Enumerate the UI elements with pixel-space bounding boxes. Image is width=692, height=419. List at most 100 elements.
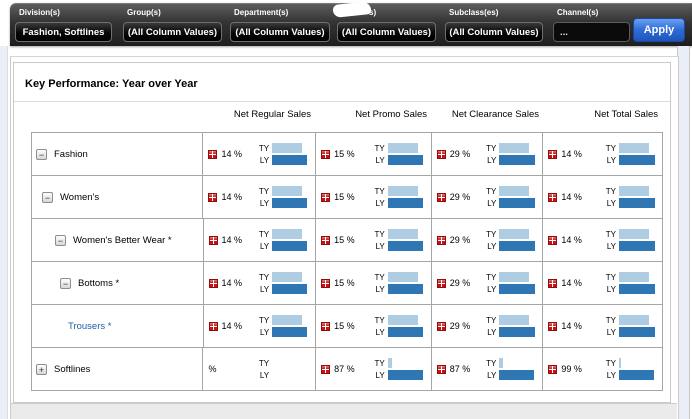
kpi-cell-womens-1: 15 % TY LY (316, 176, 432, 218)
ly-bar-row: LY (482, 284, 537, 294)
ty-bar-row: TY (482, 229, 537, 239)
ly-label: LY (606, 284, 616, 294)
kpi-value: 87 % (432, 364, 470, 374)
category-cell-fashion: − Fashion (32, 133, 204, 175)
bar-track (619, 186, 657, 196)
ty-bar-row: TY (255, 229, 310, 239)
ty-ly-mini-chart: TY LY (255, 141, 310, 167)
key-performance-panel: Key Performance: Year over Year Net Regu… (13, 62, 671, 403)
header-net-regular-sales: Net Regular Sales (233, 109, 311, 120)
bar-track (272, 198, 310, 208)
subclass-filter-dropdown[interactable]: (All Column Values) (445, 22, 543, 42)
kpi-percent-label: 14 % (221, 278, 243, 288)
collapse-icon-fashion[interactable]: − (36, 148, 47, 160)
ty-ly-mini-chart: TY LY (371, 313, 426, 339)
kpi-cell-womens-better-wear-3: 14 % TY LY (543, 219, 662, 261)
ty-ly-mini-chart: TY LY (482, 270, 537, 296)
ty-label: TY (486, 229, 497, 239)
ly-bar (387, 155, 423, 165)
kpi-value: 29 % (432, 278, 470, 288)
ty-bar (619, 143, 649, 153)
ty-bar (272, 315, 303, 325)
ty-bar (499, 315, 530, 325)
bar-track (272, 241, 310, 251)
left-scrollbar-track[interactable] (0, 46, 8, 419)
collapse-icon-womens[interactable]: − (42, 191, 53, 203)
category-label-trousers[interactable]: Trousers * (68, 320, 112, 332)
ly-label: LY (259, 155, 270, 165)
ty-bar (499, 358, 504, 368)
ty-ly-mini-chart: TY LY (371, 356, 426, 382)
ty-label: TY (605, 272, 616, 282)
bar-track (272, 284, 310, 294)
bar-track (272, 186, 310, 196)
bar-track (272, 315, 310, 325)
apply-button[interactable]: Apply (633, 18, 685, 42)
ly-bar (619, 241, 656, 251)
status-negative-icon (208, 235, 218, 245)
bar-track (272, 327, 310, 337)
kpi-cell-trousers-2: 29 % TY LY (432, 305, 544, 347)
filter-group-channel: Channel(s)... (553, 3, 630, 46)
kpi-percent-label: 14 % (561, 235, 582, 245)
ly-bar-row: LY (482, 327, 537, 337)
ty-ly-mini-chart: TY LY (371, 141, 426, 167)
channel-filter-input[interactable]: ... (553, 22, 630, 42)
expand-icon-softlines[interactable]: + (36, 363, 47, 375)
bar-track (619, 358, 657, 368)
class-filter-dropdown[interactable]: (All Column Values) (337, 22, 436, 42)
kpi-percent-label: 15 % (334, 321, 355, 331)
ty-bar-row: TY (602, 358, 657, 368)
ly-label: LY (487, 155, 497, 165)
ty-bar (387, 272, 418, 282)
ty-label: TY (486, 143, 497, 153)
ty-ly-mini-chart: TY LY (371, 184, 426, 210)
ly-bar-row: LY (255, 241, 310, 251)
ty-label: TY (374, 229, 385, 239)
collapse-icon-womens-better-wear[interactable]: − (55, 234, 66, 246)
bar-track (619, 315, 657, 325)
kpi-cell-womens-better-wear-2: 29 % TY LY (432, 219, 544, 261)
status-negative-icon (321, 235, 331, 245)
kpi-value: 14 % (543, 235, 582, 245)
kpi-percent-label: 15 % (334, 149, 355, 159)
ty-bar-row: TY (482, 143, 537, 153)
bar-track (619, 198, 657, 208)
group-filter-dropdown[interactable]: (All Column Values) (123, 22, 222, 42)
ly-bar-row: LY (602, 284, 657, 294)
bar-track (499, 186, 537, 196)
bar-track (499, 229, 537, 239)
status-negative-icon (208, 192, 218, 202)
ly-bar-row: LY (255, 370, 310, 380)
ty-ly-mini-chart: TY LY (255, 313, 310, 339)
ty-bar (619, 186, 649, 196)
kpi-cell-womens-better-wear-1: 15 % TY LY (316, 219, 432, 261)
category-cell-softlines: + Softlines (32, 348, 204, 390)
ly-bar (387, 241, 423, 251)
bar-track (272, 272, 310, 282)
kpi-value: 14 % (203, 149, 242, 159)
bar-track (272, 229, 310, 239)
kpi-percent-label: 14 % (561, 278, 582, 288)
ty-ly-mini-chart: TY LY (482, 313, 537, 339)
department-filter-dropdown[interactable]: (All Column Values) (230, 22, 330, 42)
status-negative-icon (436, 278, 446, 288)
kpi-percent-label: 14 % (221, 149, 242, 159)
status-negative-icon (321, 278, 331, 288)
ty-bar-row: TY (371, 315, 426, 325)
category-cell-womens: − Women's (32, 176, 204, 218)
kpi-cell-fashion-2: 29 % TY LY (432, 133, 544, 175)
kpi-percent-label: 29 % (449, 192, 471, 202)
status-negative-icon (208, 321, 218, 331)
table-row-womens: − Women's 14 % TY LY 15 % TY LY 29 % TY LY 14 % TY LY (32, 176, 662, 219)
collapse-icon-bottoms[interactable]: − (60, 277, 71, 289)
ly-label: LY (606, 327, 616, 337)
ty-ly-mini-chart: TY LY (602, 184, 657, 210)
ly-bar (499, 198, 536, 208)
ty-ly-mini-chart: TY LY (602, 227, 657, 253)
division-filter-dropdown[interactable]: Fashion, Softlines (15, 22, 112, 42)
ly-bar (499, 370, 535, 380)
bar-track (499, 272, 537, 282)
kpi-cell-womens-2: 29 % TY LY (432, 176, 544, 218)
ly-bar (499, 241, 536, 251)
